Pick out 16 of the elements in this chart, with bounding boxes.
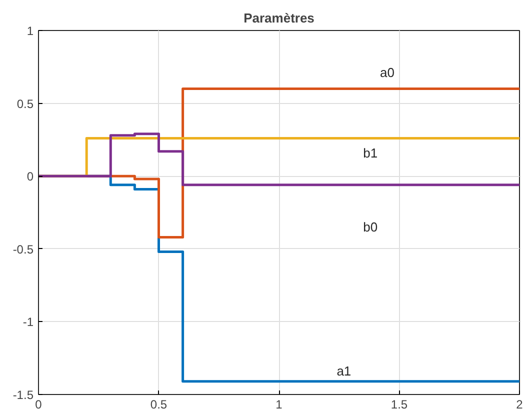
- x-tick-label: 1.5: [390, 398, 408, 412]
- y-tick-label: 0: [26, 170, 34, 184]
- chart-title: Paramètres: [244, 10, 314, 26]
- y-tick-label: -1: [22, 315, 34, 330]
- annotation: a0: [380, 65, 394, 80]
- y-tick-label: 0.5: [16, 96, 34, 111]
- x-tick-label: 1: [276, 398, 283, 412]
- x-tick-label: 0: [35, 398, 42, 412]
- annotation: a1: [336, 364, 352, 379]
- x-tick-label: 2: [516, 398, 524, 412]
- y-tick-label: -0.5: [12, 242, 34, 256]
- y-tick-label: 1: [26, 24, 34, 38]
- y-tick-label: -1.5: [12, 388, 34, 402]
- x-tick-label: 0.5: [150, 398, 168, 412]
- annotation: b1: [363, 145, 378, 160]
- annotation: b0: [363, 220, 378, 235]
